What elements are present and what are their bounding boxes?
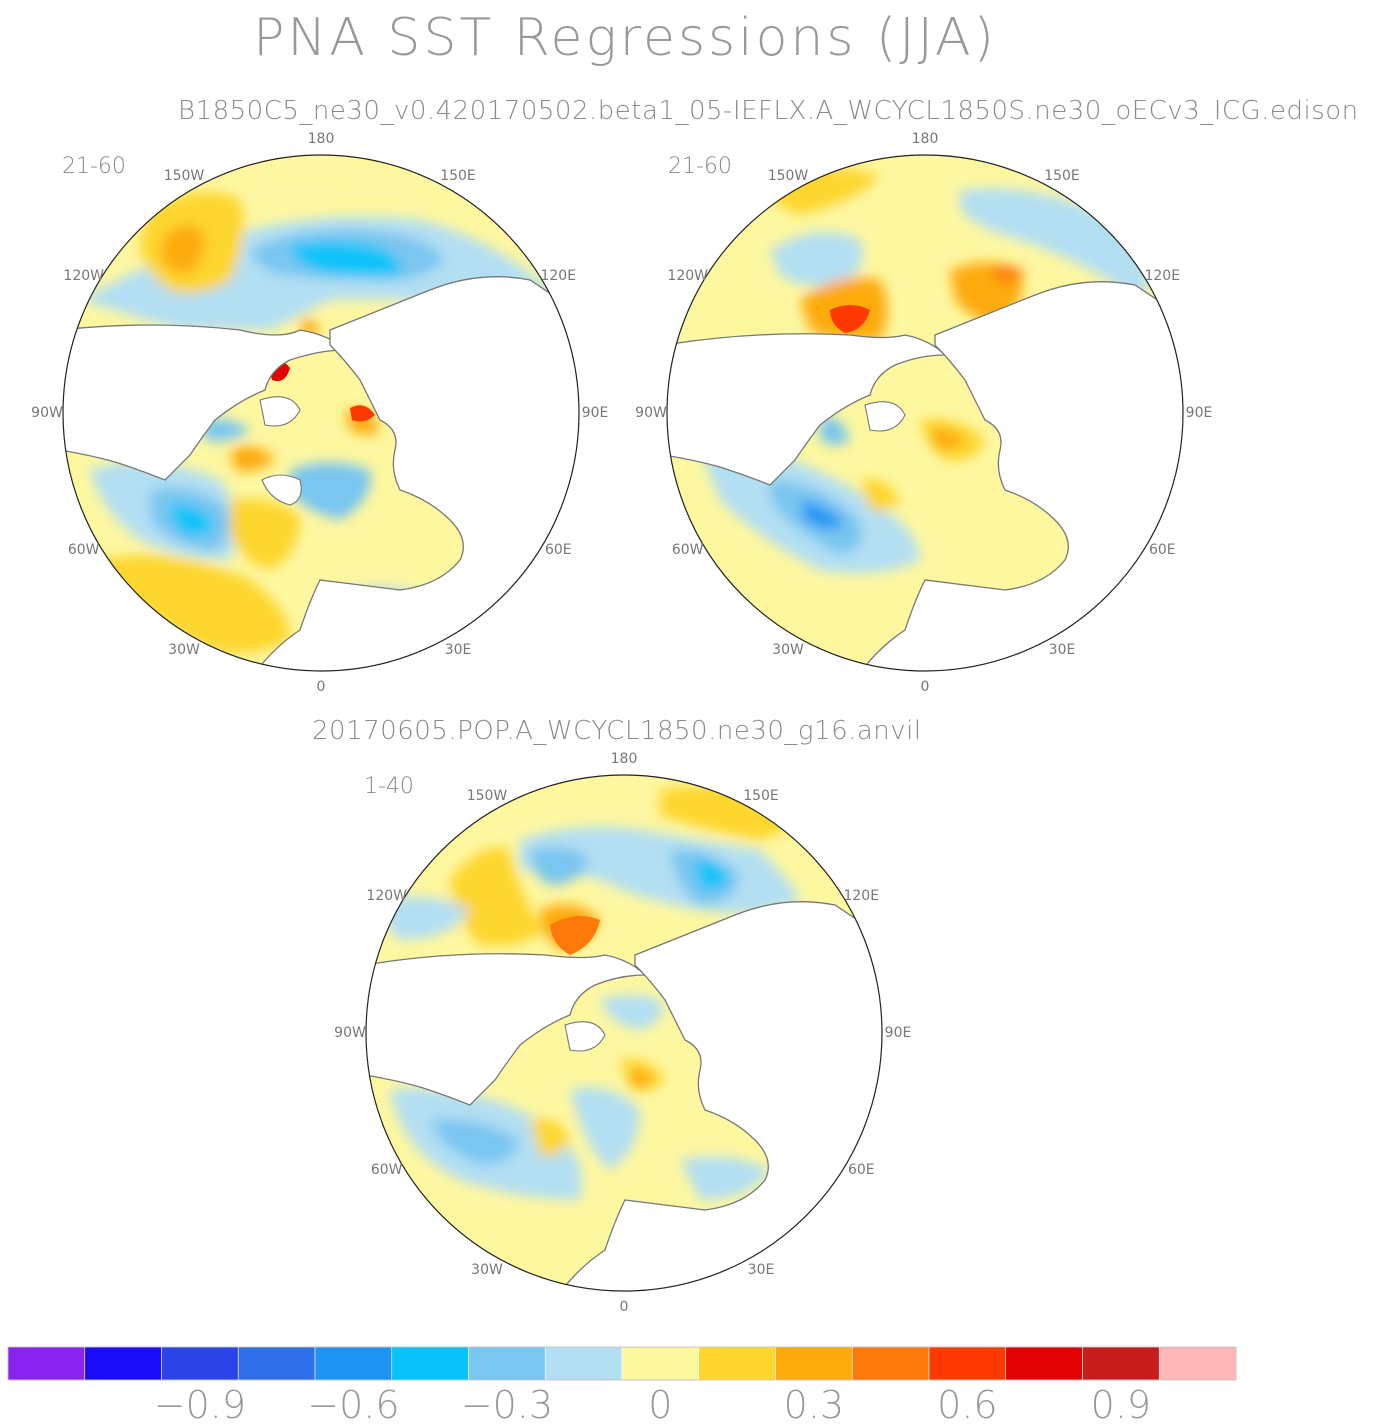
- longitude-label: 120E: [843, 888, 880, 904]
- colorbar-tick-label: 0.6: [937, 1383, 998, 1427]
- longitude-label: 90W: [635, 405, 667, 421]
- figure-title: PNA SST Regressions (JJA): [253, 8, 997, 68]
- longitude-label: 60W: [370, 1162, 403, 1178]
- longitude-label: 30W: [168, 642, 200, 659]
- colorbar-box: [698, 1346, 776, 1381]
- colorbar-box: [1082, 1346, 1160, 1381]
- longitude-label: 150W: [466, 787, 508, 804]
- map-panel-top-right: [667, 155, 1183, 671]
- longitude-label: 30E: [1048, 642, 1076, 659]
- longitude-label: 60E: [544, 542, 572, 558]
- map-border-top-left: [62, 154, 580, 672]
- map-panel-bottom: [366, 775, 882, 1291]
- longitude-label: 60W: [671, 542, 704, 558]
- colorbar-box: [161, 1346, 239, 1381]
- colorbar-tick-label: −0.9: [153, 1383, 247, 1427]
- map-panel-top-left: [63, 155, 579, 671]
- map-border-top-right: [666, 154, 1184, 672]
- colorbar-box: [237, 1346, 316, 1381]
- longitude-label: 90W: [334, 1025, 366, 1041]
- map-border-bottom: [365, 774, 883, 1292]
- longitude-label: 90E: [1185, 405, 1213, 421]
- colorbar-box: [544, 1346, 623, 1381]
- colorbar-box: [1005, 1346, 1083, 1381]
- longitude-label: 120W: [366, 888, 407, 904]
- longitude-label: 60W: [67, 542, 100, 558]
- longitude-label: 120W: [63, 268, 104, 284]
- longitude-label: 120E: [1144, 268, 1181, 284]
- longitude-label: 120W: [667, 268, 708, 284]
- colorbar-tick-label: 0: [648, 1383, 673, 1427]
- longitude-label: 90W: [31, 405, 63, 421]
- colorbar-tick-label: 0.3: [783, 1383, 845, 1427]
- longitude-label: 90E: [581, 405, 609, 421]
- longitude-label: 0: [316, 679, 326, 695]
- colorbar-box: [391, 1346, 469, 1381]
- longitude-label: 90E: [884, 1025, 912, 1041]
- longitude-label: 150W: [163, 167, 205, 184]
- longitude-label: 30E: [747, 1262, 775, 1279]
- colorbar-box: [1158, 1346, 1237, 1381]
- longitude-label: 180: [307, 131, 335, 147]
- colorbar-box: [851, 1346, 930, 1381]
- case-name-2: 20170605.POP.A_WCYCL1850.ne30_g16.anvil: [312, 716, 922, 746]
- longitude-label: 0: [619, 1299, 629, 1315]
- colorbar-tick-label: −0.3: [460, 1383, 554, 1427]
- colorbar-box: [314, 1346, 393, 1381]
- colorbar-box: [468, 1346, 546, 1381]
- colorbar: [7, 1346, 1237, 1381]
- longitude-label: 30E: [444, 642, 472, 659]
- panel-years-top-right: 21-60: [668, 154, 732, 179]
- colorbar-tick-label: −0.6: [307, 1383, 400, 1427]
- longitude-label: 30W: [772, 642, 804, 659]
- longitude-label: 150W: [767, 167, 809, 184]
- colorbar-tick-label: 0.9: [1090, 1383, 1152, 1427]
- longitude-label: 120E: [540, 268, 577, 284]
- colorbar-box: [775, 1346, 853, 1381]
- colorbar-box: [928, 1346, 1007, 1381]
- longitude-label: 150E: [440, 167, 476, 184]
- longitude-label: 0: [920, 679, 930, 695]
- longitude-label: 180: [610, 751, 638, 767]
- colorbar-outline: [7, 1346, 1237, 1381]
- longitude-label: 60E: [1148, 542, 1176, 558]
- case-name-1: B1850C5_ne30_v0.420170502.beta1_05-IEFLX…: [178, 96, 1359, 126]
- panel-years-bottom: 1-40: [364, 774, 414, 799]
- colorbar-box: [621, 1346, 700, 1381]
- colorbar-box: [84, 1346, 162, 1381]
- longitude-label: 60E: [847, 1162, 875, 1178]
- colorbar-box: [7, 1346, 86, 1381]
- longitude-label: 180: [911, 131, 939, 147]
- longitude-label: 150E: [1044, 167, 1080, 184]
- panel-years-top-left: 21-60: [62, 154, 126, 179]
- longitude-label: 30W: [471, 1262, 503, 1279]
- longitude-label: 150E: [743, 787, 779, 804]
